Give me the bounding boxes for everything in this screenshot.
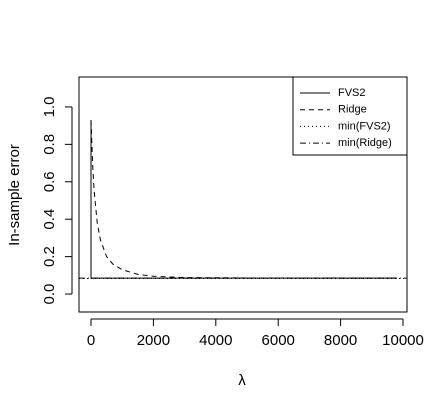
x-tick-label: 0 bbox=[87, 332, 95, 349]
y-tick-label: 0.0 bbox=[41, 284, 58, 305]
y-tick-label: 0.4 bbox=[41, 209, 58, 230]
x-tick-label: 8000 bbox=[324, 332, 357, 349]
plot-box bbox=[78, 76, 408, 313]
y-tick-label: 0.2 bbox=[41, 246, 58, 267]
y-tick-label: 0.6 bbox=[41, 171, 58, 192]
y-axis-title: In-sample error bbox=[6, 144, 23, 246]
legend-box bbox=[292, 76, 408, 156]
x-tick-label: 2000 bbox=[137, 332, 170, 349]
series-line bbox=[90, 120, 397, 279]
y-tick-label: 0.8 bbox=[41, 134, 58, 155]
legend: FVS2 Ridge min(FVS2) min(Ridge) bbox=[292, 76, 408, 156]
x-tick-label: 10000 bbox=[382, 332, 424, 349]
legend-label: Ridge bbox=[338, 104, 367, 116]
legend-label: FVS2 bbox=[338, 87, 366, 99]
x-tick-label: 6000 bbox=[262, 332, 295, 349]
x-tick-label: 4000 bbox=[199, 332, 232, 349]
x-axis-title: λ bbox=[238, 372, 246, 389]
legend-label: min(Ridge) bbox=[338, 137, 392, 149]
y-tick-label: 1.0 bbox=[41, 97, 58, 118]
legend-label: min(FVS2) bbox=[338, 120, 391, 132]
